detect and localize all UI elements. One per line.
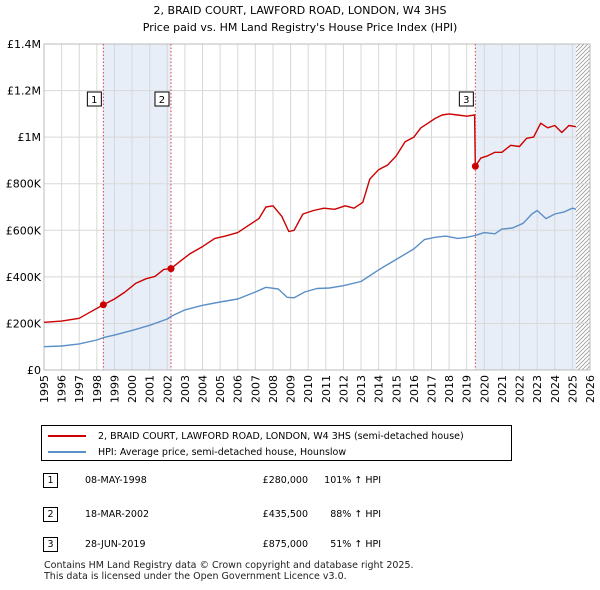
- legend-item-hpi: HPI: Average price, semi-detached house,…: [48, 444, 346, 460]
- chart-title: 2, BRAID COURT, LAWFORD ROAD, LONDON, W4…: [154, 4, 447, 17]
- x-tick-label: 1995: [38, 375, 51, 403]
- x-tick-label: 2003: [179, 375, 192, 403]
- plot-background: [44, 44, 590, 370]
- x-tick-label: 2013: [355, 375, 368, 403]
- sale-badge-box: [154, 91, 170, 107]
- y-tick-label: £1.2M: [7, 85, 41, 98]
- table-row: 1 08-MAY-1998 £280,000 101% ↑ HPI: [43, 473, 463, 491]
- forecast-hatch: [575, 44, 590, 370]
- y-tick-label: £0: [27, 364, 41, 377]
- y-tick-label: £800K: [6, 178, 42, 191]
- sale-point: [167, 265, 175, 273]
- x-axis-ticks: 1995 1996 1997 1998 1999 2000 2001 2002 2003 2004…: [38, 375, 597, 403]
- x-tick-label: 2004: [197, 375, 210, 403]
- transaction-price: £435,500: [262, 509, 308, 520]
- x-tick-label: 2015: [390, 375, 403, 403]
- transaction-number: 3: [43, 537, 58, 552]
- grid: [43, 43, 591, 371]
- sale-badge-box: [86, 91, 102, 107]
- footer-license: This data is licensed under the Open Gov…: [44, 571, 347, 582]
- legend: 2, BRAID COURT, LAWFORD ROAD, LONDON, W4…: [41, 425, 512, 461]
- x-tick-label: 2007: [249, 375, 262, 403]
- x-tick-label: 2022: [514, 375, 527, 403]
- series-lines: [43, 113, 577, 348]
- x-tick-label: 2026: [584, 375, 597, 403]
- x-tick-label: 2021: [496, 375, 509, 403]
- x-tick-label: 1999: [108, 375, 121, 403]
- x-tick-label: 2006: [232, 375, 245, 403]
- footer: Contains HM Land Registry data © Crown c…: [44, 560, 414, 582]
- x-tick-label: 2011: [320, 375, 333, 403]
- transaction-hpi: 88% ↑ HPI: [330, 509, 381, 520]
- transaction-date: 18-MAR-2002: [85, 509, 150, 520]
- x-tick-label: 2002: [161, 375, 174, 403]
- sale-point: [471, 162, 479, 170]
- sale-badge-label: 1: [91, 95, 97, 106]
- legend-swatch-hpi: [48, 451, 86, 453]
- x-tick-label: 2025: [566, 375, 579, 403]
- footer-copyright: Contains HM Land Registry data © Crown c…: [44, 560, 414, 571]
- x-tick-label: 2005: [214, 375, 227, 403]
- sale-badge-label: 2: [159, 95, 165, 106]
- transaction-hpi: 101% ↑ HPI: [324, 475, 381, 486]
- price-chart: 2, BRAID COURT, LAWFORD ROAD, LONDON, W4…: [6, 4, 597, 403]
- sale-points: [99, 162, 479, 309]
- chart-subtitle: Price paid vs. HM Land Registry's House …: [143, 21, 458, 34]
- shaded-range: [475, 44, 576, 370]
- x-tick-label: 2019: [461, 375, 474, 403]
- hpi-line: [43, 207, 577, 348]
- legend-item-property: 2, BRAID COURT, LAWFORD ROAD, LONDON, W4…: [48, 428, 464, 444]
- x-tick-label: 2020: [478, 375, 491, 403]
- y-tick-label: £1.4M: [7, 38, 41, 51]
- x-tick-label: 2023: [531, 375, 544, 403]
- x-tick-label: 2012: [337, 375, 350, 403]
- x-tick-label: 1998: [91, 375, 104, 403]
- table-row: 2 18-MAR-2002 £435,500 88% ↑ HPI: [43, 507, 463, 525]
- transaction-number: 2: [43, 507, 58, 522]
- x-tick-label: 2024: [549, 375, 562, 403]
- x-tick-label: 2017: [425, 375, 438, 403]
- transaction-number: 1: [43, 473, 58, 488]
- y-axis-ticks: £0 £200K £400K £600K £800K £1M £1.2M £1.4M: [6, 38, 42, 377]
- x-tick-label: 2018: [443, 375, 456, 403]
- transaction-date: 28-JUN-2019: [85, 539, 146, 550]
- table-row: 3 28-JUN-2019 £875,000 51% ↑ HPI: [43, 537, 463, 555]
- legend-label-hpi: HPI: Average price, semi-detached house,…: [98, 446, 347, 458]
- transaction-date: 08-MAY-1998: [85, 475, 147, 486]
- sale-badge-box: [458, 91, 474, 107]
- sale-badge-label: 3: [463, 95, 469, 106]
- x-tick-label: 2000: [126, 375, 139, 403]
- x-tick-label: 1996: [56, 375, 69, 403]
- x-tick-label: 1997: [73, 375, 86, 403]
- legend-label-property: 2, BRAID COURT, LAWFORD ROAD, LONDON, W4…: [98, 430, 464, 442]
- transaction-hpi: 51% ↑ HPI: [330, 539, 381, 550]
- x-tick-label: 2016: [408, 375, 421, 403]
- x-tick-label: 2001: [144, 375, 157, 403]
- transaction-price: £875,000: [262, 539, 308, 550]
- y-tick-label: £600K: [6, 224, 42, 237]
- x-tick-label: 2014: [373, 375, 386, 403]
- x-tick-label: 2010: [302, 375, 315, 403]
- legend-swatch-property: [48, 435, 86, 437]
- property-price-line: [43, 113, 577, 323]
- plot-border: [43, 43, 591, 371]
- sale-badges: 1 2 3: [86, 91, 474, 107]
- sale-point: [99, 301, 107, 309]
- y-tick-label: £1M: [18, 131, 42, 144]
- y-tick-label: £200K: [6, 317, 42, 330]
- transaction-price: £280,000: [262, 475, 308, 486]
- x-tick-label: 2008: [267, 375, 280, 403]
- y-tick-label: £400K: [6, 271, 42, 284]
- x-tick-label: 2009: [285, 375, 298, 403]
